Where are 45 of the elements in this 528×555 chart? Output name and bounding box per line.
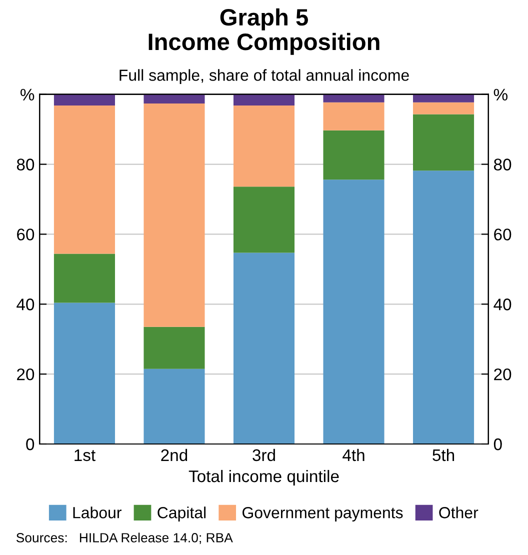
y-tick-label: 80 xyxy=(16,158,34,170)
y2-tick-label: 40 xyxy=(494,298,512,310)
bar xyxy=(323,102,384,130)
y2-tick-label: 80 xyxy=(494,158,512,170)
y2-tick-label: 60 xyxy=(494,228,512,240)
x-tick-label: 4th xyxy=(342,448,364,462)
y2-tick-label: 0 xyxy=(494,438,502,450)
bar xyxy=(144,94,205,104)
chart-title: Graph 5 Income Composition xyxy=(148,8,380,55)
bar xyxy=(144,368,205,444)
x-axis-title: Total income quintile xyxy=(188,470,339,486)
bar xyxy=(323,180,384,444)
legend-label: Labour xyxy=(73,506,122,518)
y-tick-label: 0 xyxy=(26,438,34,450)
legend-label: Government payments xyxy=(242,507,403,522)
chart-subtitle: Full sample, share of total annual income xyxy=(120,69,409,84)
x-tick-label: 5th xyxy=(432,448,454,462)
y-tick-label: 20 xyxy=(17,368,34,380)
bar xyxy=(233,106,295,187)
bar xyxy=(413,102,474,114)
bar xyxy=(323,130,384,180)
bar xyxy=(413,94,474,102)
bar xyxy=(413,170,474,444)
x-tick-label: 2nd xyxy=(161,448,188,462)
bar xyxy=(54,106,115,254)
y2-tick-label: 20 xyxy=(494,368,512,380)
bar xyxy=(54,254,115,303)
x-tick-label: 1st xyxy=(74,449,96,462)
x-tick-label: 3rd xyxy=(252,448,275,462)
bar xyxy=(144,103,205,327)
legend-label: Other xyxy=(439,506,478,518)
bar xyxy=(144,326,205,369)
y-tick-label: % xyxy=(20,88,34,100)
legend-label: Capital xyxy=(158,506,206,522)
source-note: Sources: HILDA Release 14.0; RBA xyxy=(16,532,233,544)
y-tick-label: 60 xyxy=(17,228,34,240)
bar xyxy=(54,302,115,444)
bar xyxy=(233,252,295,444)
bar xyxy=(54,94,115,106)
bar xyxy=(233,94,295,106)
bar xyxy=(413,114,474,171)
bar xyxy=(323,94,384,102)
y2-tick-label: % xyxy=(494,88,508,100)
bar xyxy=(233,186,295,253)
y-tick-label: 40 xyxy=(16,298,34,310)
